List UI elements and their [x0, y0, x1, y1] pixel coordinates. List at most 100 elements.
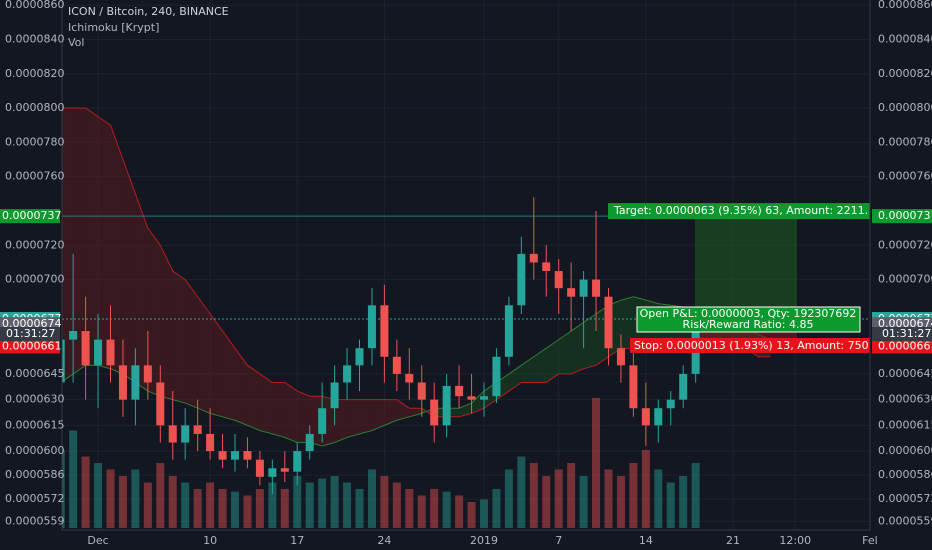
volume-bar	[243, 495, 252, 528]
candle-body	[679, 373, 688, 400]
cloud-segment	[546, 339, 559, 383]
cloud-segment	[533, 348, 547, 383]
y-tick-label: 0.0000572	[878, 492, 932, 505]
volume-bar	[293, 476, 302, 528]
y-tick-label: 0.0000615	[5, 418, 65, 431]
x-tick-label: 24	[377, 534, 391, 547]
y-tick-label: 0.0000760	[878, 170, 932, 183]
candle-body	[243, 451, 252, 460]
volume-bar	[255, 489, 264, 528]
volume-bar	[280, 489, 289, 528]
volume-bar	[168, 476, 177, 528]
cloud-segment	[620, 296, 634, 349]
candle-body	[542, 262, 551, 272]
y-tick-label: 0.0000586	[5, 468, 65, 481]
candle-body	[392, 356, 401, 374]
volume-bar	[94, 463, 103, 528]
y-tick-label: 0.0000615	[878, 418, 932, 431]
candle-body	[268, 468, 277, 477]
candle-body	[504, 305, 513, 357]
volume-bar	[654, 469, 663, 528]
y-tick-label: 0.0000572	[5, 492, 65, 505]
candle-body	[529, 253, 538, 263]
price-label: 0.0000737	[878, 209, 932, 222]
volume-bar	[218, 489, 227, 528]
y-tick-label: 0.0000820	[878, 67, 932, 80]
indicator-label: Vol	[68, 36, 84, 49]
cloud-segment	[583, 313, 597, 369]
chart-title: ICON / Bitcoin, 240, BINANCE	[68, 5, 229, 18]
candle-body	[156, 382, 165, 426]
cloud-segment	[122, 159, 136, 383]
candle-body	[218, 451, 227, 460]
y-tick-label: 0.0000645	[5, 367, 65, 380]
volume-bar	[330, 476, 339, 528]
candle-body	[629, 365, 638, 409]
volume-bar	[417, 495, 426, 528]
candle-body	[118, 365, 127, 400]
y-tick-label: 0.0000700	[5, 273, 65, 286]
cloud-segment	[85, 108, 99, 366]
cloud-segment	[359, 399, 372, 434]
volume-bar	[69, 430, 78, 528]
cloud-segment	[371, 399, 385, 431]
candle-body	[517, 253, 526, 306]
x-tick-label: Dec	[87, 534, 108, 547]
candle-body	[430, 399, 439, 426]
y-tick-label: 0.0000586	[878, 468, 932, 481]
y-tick-label: 0.0000840	[5, 32, 65, 45]
indicator-label: Ichimoku [Krypt]	[68, 21, 159, 34]
candle-body	[106, 339, 115, 366]
volume-bar	[691, 463, 700, 528]
volume-bar	[380, 476, 389, 528]
cloud-segment	[521, 356, 534, 383]
candle-body	[567, 288, 576, 297]
x-tick-label: 17	[290, 534, 304, 547]
volume-bar	[131, 469, 140, 528]
cloud-segment	[235, 348, 248, 426]
right-axis	[870, 0, 932, 550]
volume-bar	[193, 489, 202, 528]
volume-bar	[106, 469, 115, 528]
candle-body	[654, 408, 663, 426]
rr-text: Risk/Reward Ratio: 4.85	[683, 318, 814, 331]
candle-body	[343, 365, 352, 383]
pnl-box	[636, 306, 861, 333]
volume-bar	[579, 476, 588, 528]
candle-body	[380, 305, 389, 357]
candle-body	[293, 451, 302, 472]
y-tick-label: 0.0000760	[5, 170, 65, 183]
x-tick-label: 21	[726, 534, 740, 547]
cloud-segment	[197, 296, 211, 414]
cloud-segment	[334, 399, 348, 443]
candle-body	[231, 451, 239, 460]
candle-body	[206, 433, 215, 452]
target-box	[608, 203, 870, 220]
cloud-segment	[571, 322, 584, 374]
volume-bar	[679, 476, 688, 528]
volume-bar	[467, 502, 476, 528]
cloud-segment	[172, 271, 186, 404]
cloud-segment	[459, 403, 472, 417]
cloud-segment	[210, 313, 223, 417]
candle-body	[168, 425, 177, 443]
price-label: 0.0000661	[2, 339, 62, 352]
candle-body	[355, 348, 364, 366]
y-tick-label: 0.0000800	[878, 101, 932, 114]
volume-bar	[343, 482, 352, 528]
y-tick-label: 0.0000800	[5, 101, 65, 114]
cloud-segment	[272, 382, 285, 438]
y-tick-label: 0.0000600	[5, 444, 65, 457]
y-tick-label: 0.0000630	[878, 393, 932, 406]
volume-bar	[666, 482, 675, 528]
x-tick-label: 12:00	[779, 534, 811, 547]
candle-body	[143, 365, 152, 383]
x-tick-label: 7	[555, 534, 562, 547]
price-label-box	[872, 339, 932, 354]
y-tick-label: 0.0000559	[5, 514, 65, 527]
x-tick-label: Fel	[862, 534, 878, 547]
volume-bar	[367, 469, 376, 528]
price-label-box	[0, 209, 60, 224]
cloud-segment	[135, 193, 148, 392]
